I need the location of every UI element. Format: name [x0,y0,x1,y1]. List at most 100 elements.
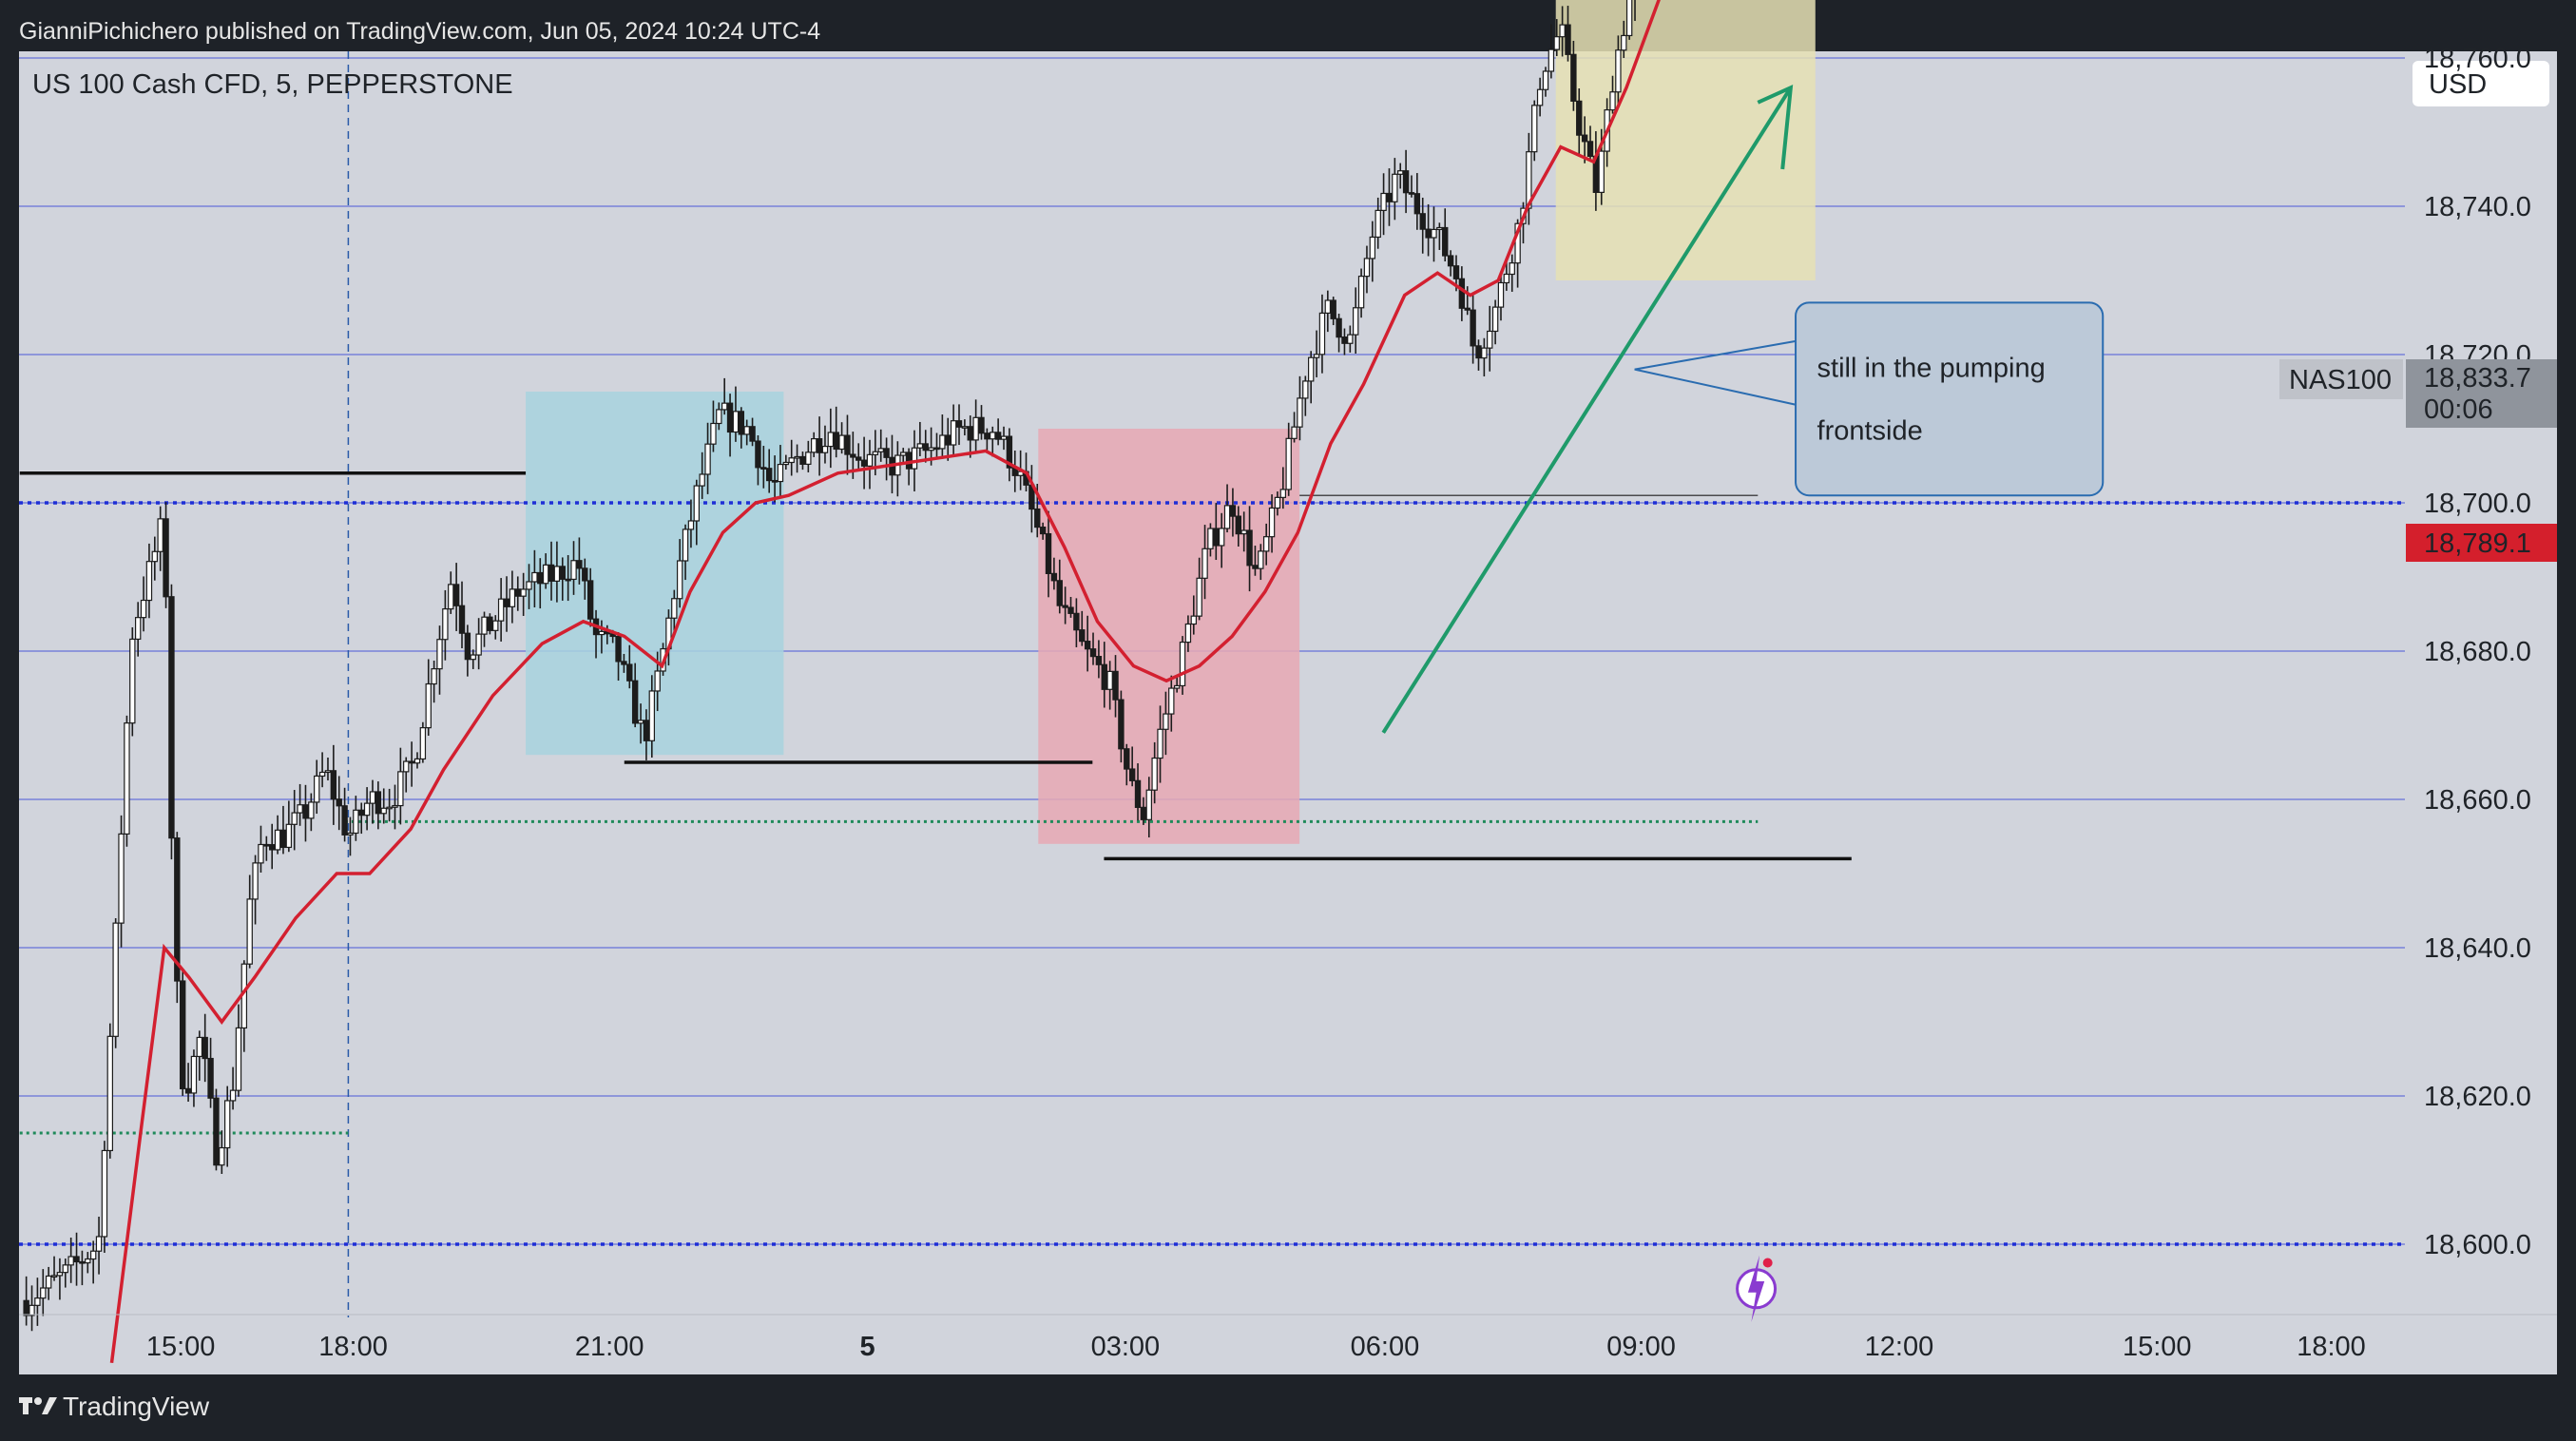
candle-body [877,448,884,452]
currency-button[interactable] [2413,61,2549,106]
candle [933,432,940,458]
candle-body [375,791,382,815]
candle-body [1598,150,1605,193]
candle [336,776,342,831]
candle-body [1268,507,1276,538]
candle-body [118,833,125,924]
candle [308,793,315,832]
candle-body [106,1035,113,1152]
candle [576,537,583,585]
candle [738,407,745,449]
candle [648,675,655,758]
candle [1609,75,1616,114]
candle-body [939,434,946,450]
candle-body [1240,529,1247,535]
candle-body [1470,309,1476,347]
candle-body [955,420,963,428]
candle [1625,0,1633,40]
candle [950,404,957,456]
candle [833,406,839,458]
callout-frontside[interactable]: still in the pumping frontside [1634,301,2105,497]
candle-body [1419,213,1426,230]
candle [1201,525,1208,600]
last-price-badge[interactable] [2406,359,2557,428]
candle-body [475,633,482,656]
candle [716,402,722,431]
candle-body [1413,193,1421,215]
candle [475,618,482,670]
candle-body [833,432,839,451]
candle-body [1262,536,1270,552]
candle [1067,597,1074,618]
candle [386,788,393,822]
candle [252,855,259,925]
trend-arrow[interactable] [1381,84,1794,734]
candle [1302,375,1309,416]
candle [358,802,365,835]
candle-body [637,720,644,724]
callout-frontside-pointer [1634,338,1804,408]
candle-body [738,411,745,435]
candle [1307,351,1315,404]
candle [314,759,320,815]
candle-body [542,564,549,585]
candle [799,452,806,471]
candle [124,715,130,847]
candle-body [1586,141,1594,158]
candle [1297,375,1303,441]
candle [967,415,973,458]
candle [1336,314,1342,353]
candle [1503,261,1510,291]
candle-body [1246,529,1253,567]
candle [1118,690,1125,763]
candle-body [1487,330,1493,349]
candle-body [514,588,521,597]
candle-body [1252,565,1259,569]
candle-body [425,682,432,729]
candle [782,454,790,471]
candle [448,571,454,614]
candle-body [1168,687,1175,715]
candle [548,541,555,601]
candle-body [1353,307,1359,336]
candle [40,1269,47,1316]
candle-body [1095,656,1103,665]
candle [258,825,264,874]
candle-body [341,805,348,836]
ema-price-badge[interactable] [2406,524,2557,562]
y-tick-label: 18,640.0 [2424,933,2531,964]
candle-body [223,1100,231,1149]
candle [134,602,142,657]
candle [1151,741,1158,804]
candle [631,663,639,728]
candle [794,444,800,473]
candle-body [112,922,119,1037]
candle-body [586,580,594,620]
candle [353,796,359,841]
candle-body [693,485,701,522]
candle-body [1491,306,1499,333]
candle-body [537,571,544,585]
candle-body [1313,354,1320,358]
candle [1431,206,1437,262]
candle-body [799,455,806,465]
candle-body [174,837,181,982]
candle [838,422,845,454]
candle-body [431,668,437,685]
candle [1045,510,1052,598]
ema-price-value: 18,789.1 [2424,528,2531,559]
price-axis[interactable] [2405,51,2557,1374]
candle [73,1232,80,1286]
candle-body [855,456,862,461]
candle [1285,422,1292,496]
candle [765,449,773,493]
candle-body [794,455,800,459]
pullback-zone-box[interactable] [1038,429,1300,844]
lightning-icon[interactable] [1736,1255,1778,1322]
candle [413,752,421,769]
candle [643,709,650,760]
breakout-zone-box[interactable] [1555,0,1816,280]
candle [79,1250,86,1286]
candle-body [900,452,907,456]
